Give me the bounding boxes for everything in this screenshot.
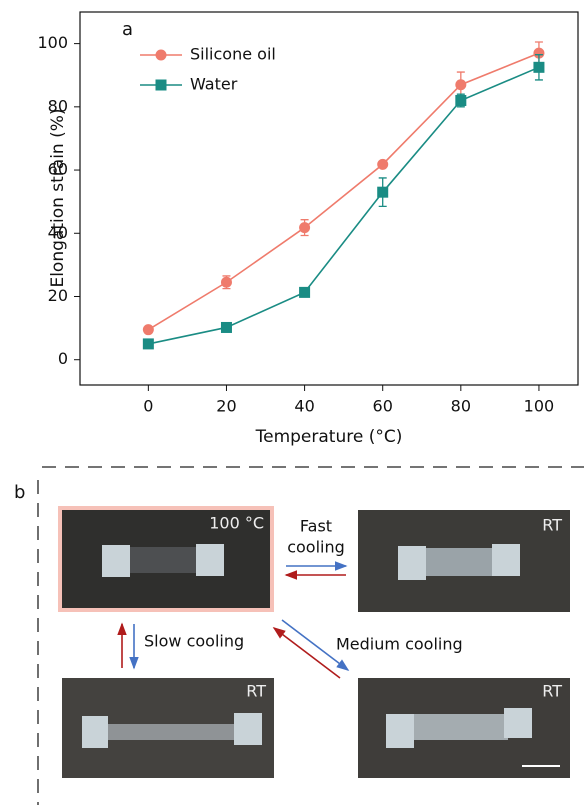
tape	[196, 544, 224, 576]
tape	[82, 716, 108, 748]
marker	[220, 276, 232, 288]
panel-label: b	[14, 482, 25, 503]
photo: 100 °C	[58, 506, 274, 612]
tape	[398, 546, 426, 580]
arrow-label: Medium cooling	[336, 635, 463, 654]
y-tick-label: 20	[48, 286, 68, 305]
photo: RT	[62, 678, 274, 778]
marker	[455, 79, 467, 91]
arrow	[272, 627, 341, 679]
series-line	[147, 52, 540, 331]
sample	[100, 724, 250, 740]
arrow-label: cooling	[287, 538, 345, 557]
x-tick-label: 100	[524, 397, 555, 416]
x-tick-label: 20	[216, 397, 236, 416]
y-tick-label: 40	[48, 223, 68, 242]
marker	[455, 95, 467, 107]
panel-b: b 100 °C RT RT	[14, 466, 584, 805]
marker	[533, 47, 545, 59]
x-tick-label: 80	[451, 397, 471, 416]
marker	[220, 321, 232, 333]
tape	[102, 545, 130, 577]
series-line	[148, 66, 540, 345]
legend-label: Water	[190, 75, 238, 94]
marker	[299, 222, 311, 234]
photo-label: RT	[542, 682, 562, 701]
marker	[377, 186, 389, 198]
x-tick-label: 60	[373, 397, 393, 416]
x-axis-label: Temperature (°C)	[255, 427, 403, 447]
tape	[234, 713, 262, 745]
x-tick-label: 0	[143, 397, 153, 416]
sample	[408, 714, 508, 740]
tape	[492, 544, 520, 576]
photo-label: RT	[246, 682, 266, 701]
marker	[142, 338, 154, 350]
panel-label: a	[122, 19, 133, 40]
tape	[386, 714, 414, 748]
y-tick-label: 60	[48, 160, 68, 179]
marker	[142, 324, 154, 336]
legend-label: Silicone oil	[190, 45, 276, 64]
y-tick-label: 0	[58, 349, 68, 368]
y-tick-label: 100	[37, 33, 68, 52]
legend-marker	[155, 49, 167, 61]
arrow-label: Slow cooling	[144, 632, 244, 651]
y-axis-label: Elongation strain (%)	[48, 108, 68, 287]
y-tick-label: 80	[48, 96, 68, 115]
marker	[533, 61, 545, 73]
sample	[122, 547, 202, 573]
sample	[420, 548, 500, 576]
legend-marker	[155, 79, 167, 91]
x-tick-label: 40	[294, 397, 314, 416]
marker	[377, 158, 389, 170]
arrow	[281, 619, 350, 671]
photo-label: RT	[542, 516, 562, 535]
marker	[299, 286, 311, 298]
tape	[504, 708, 532, 738]
plot-frame	[79, 11, 579, 386]
arrow-label: Fast	[300, 517, 332, 536]
photo: RT	[358, 510, 570, 612]
photo: RT	[358, 678, 570, 778]
photo-label: 100 °C	[209, 514, 264, 533]
